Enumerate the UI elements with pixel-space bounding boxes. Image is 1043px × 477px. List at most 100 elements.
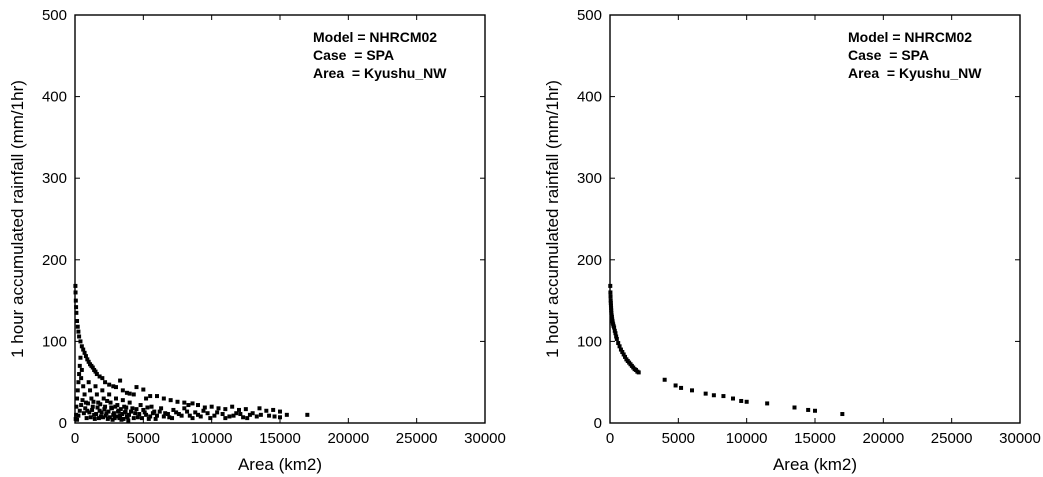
data-point: [267, 413, 272, 418]
data-point: [215, 410, 220, 415]
data-point: [120, 388, 125, 393]
chart-panel-1: 0 5000 10000 15000 20000 25000 30000 0 100 200 300…: [8, 7, 506, 474]
data-point: [75, 396, 80, 401]
data-point: [127, 400, 132, 405]
data-point: [103, 413, 108, 418]
data-point: [662, 377, 667, 382]
data-point: [82, 392, 87, 397]
data-point: [115, 403, 120, 408]
data-point: [90, 407, 95, 412]
data-point: [88, 415, 93, 420]
data-point: [608, 294, 613, 299]
data-point: [113, 404, 118, 409]
data-point: [98, 402, 103, 407]
data-point: [272, 414, 277, 419]
data-point: [81, 384, 86, 389]
data-point: [76, 329, 81, 334]
data-point: [185, 409, 190, 414]
data-point: [157, 409, 162, 414]
data-point: [243, 407, 248, 412]
x-tick-label: 20000: [327, 430, 369, 447]
data-point: [91, 399, 96, 404]
data-point: [703, 391, 708, 396]
x-tick-label: 5000: [127, 430, 160, 447]
x-tick-label: 15000: [794, 430, 836, 447]
data-point: [618, 347, 623, 352]
data-point: [75, 388, 80, 393]
data-point: [690, 388, 694, 393]
data-point: [813, 408, 817, 413]
data-point: [93, 384, 98, 389]
data-point: [223, 407, 228, 412]
data-point: [161, 414, 166, 419]
annotation-line: Model = NHRCM02: [313, 29, 437, 45]
y-axis-label: 1 hour accumulated rainfall (mm/1hr): [543, 80, 562, 358]
data-point: [608, 298, 613, 303]
y-tick-label: 100: [42, 333, 67, 350]
data-point: [107, 415, 112, 420]
data-point: [245, 416, 250, 421]
data-point: [92, 416, 97, 421]
data-point: [731, 396, 735, 401]
data-point: [182, 406, 187, 411]
data-point: [612, 328, 617, 333]
data-point: [250, 411, 255, 416]
data-point: [149, 404, 154, 409]
data-points: [73, 283, 310, 423]
data-point: [121, 416, 126, 421]
data-point: [284, 412, 289, 417]
data-point: [264, 408, 269, 413]
data-point: [117, 416, 122, 421]
data-point: [107, 392, 112, 397]
data-point: [278, 409, 282, 414]
data-point: [608, 303, 613, 308]
data-point: [81, 347, 86, 352]
data-point: [609, 314, 614, 319]
data-point: [103, 380, 108, 385]
data-point: [77, 363, 82, 368]
data-point: [107, 382, 112, 387]
data-point: [141, 407, 146, 412]
data-point: [114, 385, 118, 390]
data-point: [614, 334, 619, 339]
data-point: [73, 290, 78, 295]
data-point: [167, 415, 172, 420]
data-point: [193, 410, 198, 415]
data-point: [92, 412, 97, 417]
data-point: [74, 412, 79, 417]
data-point: [82, 350, 87, 355]
data-point: [103, 404, 108, 409]
data-point: [673, 383, 678, 388]
data-point: [155, 413, 159, 418]
data-point: [118, 378, 123, 383]
data-point: [122, 410, 127, 415]
data-point: [89, 396, 94, 401]
y-tick-label: 200: [577, 252, 602, 269]
x-axis-label: Area (km2): [773, 455, 857, 474]
data-point: [77, 334, 82, 339]
x-tick-label: 5000: [662, 430, 695, 447]
data-point: [101, 396, 106, 401]
data-point: [98, 414, 103, 419]
data-point: [129, 409, 134, 414]
annotation-line: Case = SPA: [313, 47, 394, 63]
data-point: [95, 405, 100, 410]
data-point: [792, 405, 797, 410]
data-point: [74, 310, 79, 315]
data-point: [94, 392, 99, 397]
data-point: [111, 411, 116, 416]
data-point: [176, 412, 181, 417]
data-point: [76, 413, 81, 418]
data-point: [182, 400, 187, 405]
data-point: [96, 400, 101, 405]
data-point: [83, 400, 88, 405]
x-tick-label: 20000: [862, 430, 904, 447]
data-point: [134, 407, 139, 412]
data-point: [105, 398, 110, 403]
data-point: [100, 376, 105, 381]
x-axis-label: Area (km2): [238, 455, 322, 474]
data-point: [145, 405, 150, 410]
data-point: [142, 410, 147, 415]
x-tick-label: 0: [71, 430, 79, 447]
data-point: [75, 319, 80, 323]
